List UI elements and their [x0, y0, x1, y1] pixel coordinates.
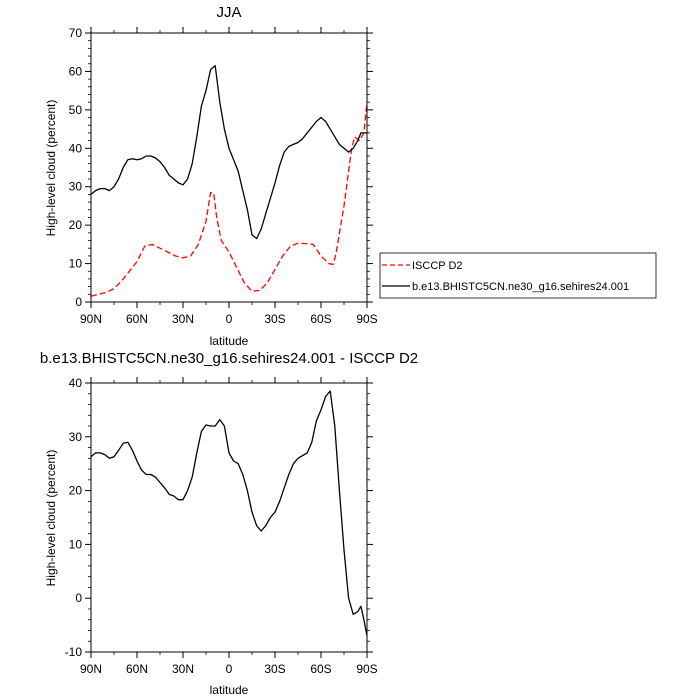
top-plot-frame: [90, 32, 368, 303]
top-y-tick-label: 70: [69, 26, 83, 40]
top-y-tick-label: 20: [69, 218, 83, 232]
top-series-line-1: [90, 65, 367, 240]
bottom-y-ticks: -10 0 10 20 30 40: [65, 376, 373, 659]
legend: ISCCP D2 b.e13.BHISTC5CN.ne30_g16.sehire…: [379, 252, 657, 299]
top-y-tick-label: 30: [69, 180, 83, 194]
top-y-axis-label: High-level cloud (percent): [44, 100, 58, 237]
bottom-series-lines: [90, 390, 368, 637]
bottom-y-axis-label: High-level cloud (percent): [44, 450, 58, 587]
legend-label-isccp: ISCCP D2: [412, 260, 463, 272]
top-panel: JJA High-level cloud (percent) latitude …: [44, 4, 378, 348]
bottom-x-ticks: 90N 60N 30N 0 30S 60S 90S: [80, 377, 378, 676]
top-y-tick-label: 50: [69, 103, 83, 117]
top-x-tick-label: 0: [226, 312, 233, 326]
top-x-tick-label: 90N: [80, 312, 102, 326]
bottom-x-tick-label: 30S: [264, 662, 285, 676]
bottom-x-tick-label: 60S: [310, 662, 331, 676]
top-y-tick-label: 10: [69, 257, 83, 271]
bottom-x-tick-label: 90N: [80, 662, 102, 676]
top-x-axis-label: latitude: [210, 334, 249, 348]
bottom-y-tick-label: 10: [69, 537, 83, 551]
top-x-tick-label: 30S: [264, 312, 285, 326]
bottom-x-axis-label: latitude: [210, 683, 249, 697]
top-series-lines: [90, 65, 368, 297]
bottom-y-tick-label: -10: [65, 645, 83, 659]
top-x-tick-label: 60N: [126, 312, 148, 326]
top-y-tick-label: 60: [69, 64, 83, 78]
legend-label-model: b.e13.BHISTC5CN.ne30_g16.sehires24.001: [412, 281, 629, 293]
bottom-x-tick-label: 90S: [356, 662, 377, 676]
bottom-panel: b.e13.BHISTC5CN.ne30_g16.sehires24.001 -…: [40, 350, 418, 697]
top-y-ticks: 0 10 20 30 40 50 60 70: [69, 26, 373, 309]
top-y-tick-label: 0: [75, 295, 82, 309]
top-x-ticks: 90N 60N 30N 0 30S 60S 90S: [80, 27, 378, 326]
top-x-tick-label: 90S: [356, 312, 377, 326]
bottom-y-tick-label: 0: [75, 591, 82, 605]
bottom-series-line-0: [90, 390, 368, 637]
bottom-x-tick-label: 60N: [126, 662, 148, 676]
bottom-y-tick-label: 30: [69, 430, 83, 444]
bottom-x-tick-label: 30N: [172, 662, 194, 676]
legend-box: [379, 252, 657, 299]
top-chart-title: JJA: [216, 4, 241, 21]
top-x-tick-label: 30N: [172, 312, 194, 326]
bottom-chart-title: b.e13.BHISTC5CN.ne30_g16.sehires24.001 -…: [40, 350, 418, 367]
bottom-x-tick-label: 0: [226, 662, 233, 676]
bottom-y-tick-label: 40: [69, 376, 83, 390]
bottom-y-tick-label: 20: [69, 484, 83, 498]
top-series-line-0: [90, 102, 368, 297]
bottom-plot-frame: [90, 382, 368, 653]
top-x-tick-label: 60S: [310, 312, 331, 326]
top-y-tick-label: 40: [69, 141, 83, 155]
